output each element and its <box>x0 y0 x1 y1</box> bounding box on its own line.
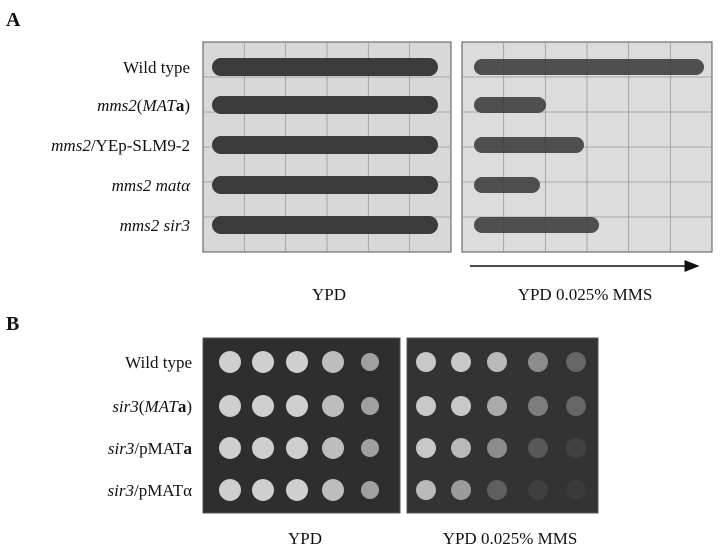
spot <box>286 351 308 373</box>
spot <box>416 352 436 372</box>
spot <box>416 480 436 500</box>
panel-label: B <box>6 313 19 335</box>
strain-label: Wild type <box>125 353 192 372</box>
streak <box>212 58 438 76</box>
label-part: Wild type <box>123 58 190 77</box>
spot <box>361 397 379 415</box>
spot <box>487 438 507 458</box>
streak <box>474 59 704 75</box>
spot <box>361 353 379 371</box>
streak <box>212 176 438 194</box>
spot <box>566 352 586 372</box>
streak <box>474 177 540 193</box>
spot <box>322 479 344 501</box>
streak <box>212 96 438 114</box>
label-part: ) <box>186 397 192 416</box>
spot <box>528 480 548 500</box>
spot <box>528 352 548 372</box>
spot <box>252 395 274 417</box>
label-part: ) <box>184 96 190 115</box>
spot <box>219 437 241 459</box>
spot <box>286 437 308 459</box>
label-part: mms2 sir3 <box>120 216 190 235</box>
strain-label: mms2 sir3 <box>120 216 190 235</box>
label-part: MAT <box>143 397 179 416</box>
plate-label: YPD <box>312 285 346 304</box>
label-part: a <box>178 397 187 416</box>
spot <box>286 479 308 501</box>
label-part: MAT <box>141 96 177 115</box>
spot <box>451 352 471 372</box>
spot <box>322 351 344 373</box>
label-part: ( <box>137 96 143 115</box>
label-part: /pMAT <box>134 439 184 458</box>
spot <box>528 396 548 416</box>
streak <box>474 217 599 233</box>
streak <box>212 136 438 154</box>
plate-label: YPD 0.025% MMS <box>518 285 653 304</box>
spot <box>566 480 586 500</box>
label-part: mms2 matα <box>112 176 191 195</box>
label-part: ( <box>139 397 145 416</box>
streak <box>474 137 584 153</box>
spot <box>487 396 507 416</box>
spot <box>451 438 471 458</box>
label-part: sir3 <box>108 439 134 458</box>
spot <box>219 351 241 373</box>
spot <box>487 352 507 372</box>
spot <box>566 438 586 458</box>
streak <box>474 97 546 113</box>
spot <box>416 396 436 416</box>
label-part: Wild type <box>125 353 192 372</box>
spot <box>566 396 586 416</box>
label-part: a <box>176 96 185 115</box>
strain-label: sir3(MATa) <box>112 397 192 416</box>
spot <box>252 437 274 459</box>
spot <box>361 481 379 499</box>
spot <box>322 395 344 417</box>
strain-label: sir3/pMATa <box>108 439 193 458</box>
panel-label: A <box>6 9 21 31</box>
strain-label: sir3/pMATα <box>108 481 193 500</box>
spot <box>252 479 274 501</box>
spot <box>219 479 241 501</box>
spot <box>451 396 471 416</box>
label-part: sir3 <box>112 397 138 416</box>
spot <box>252 351 274 373</box>
spot <box>219 395 241 417</box>
strain-label: Wild type <box>123 58 190 77</box>
label-part: a <box>184 439 193 458</box>
label-part: sir3 <box>108 481 134 500</box>
spot <box>416 438 436 458</box>
strain-label: mms2 matα <box>112 176 191 195</box>
label-part: mms2 <box>51 136 91 155</box>
plate-label: YPD <box>288 529 322 548</box>
spot <box>487 480 507 500</box>
spot <box>528 438 548 458</box>
label-part: mms2 <box>97 96 137 115</box>
strain-label: mms2/YEp-SLM9-2 <box>51 136 190 155</box>
spot <box>451 480 471 500</box>
plate-label: YPD 0.025% MMS <box>443 529 578 548</box>
label-part: /YEp-SLM9-2 <box>91 136 190 155</box>
strain-label: mms2(MATa) <box>97 96 190 115</box>
streak <box>212 216 438 234</box>
spot <box>322 437 344 459</box>
spot <box>286 395 308 417</box>
spot <box>361 439 379 457</box>
label-part: /pMATα <box>134 481 192 500</box>
